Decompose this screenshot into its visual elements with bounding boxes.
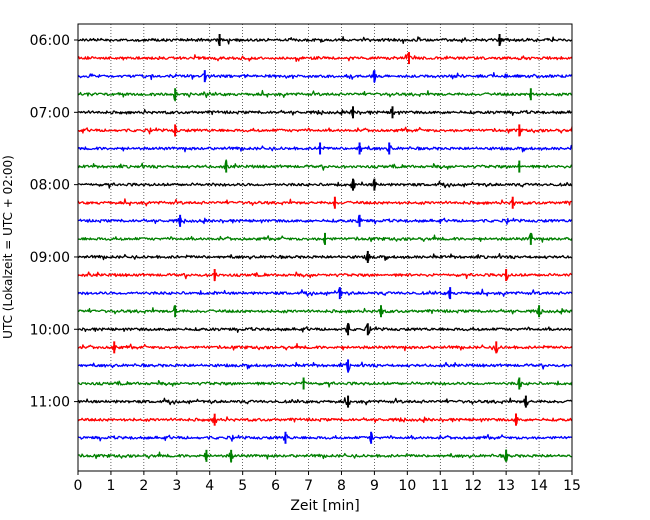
x-tick-label: 5 — [238, 478, 247, 494]
y-tick-label: 07:00 — [30, 105, 70, 121]
y-tick-label: 08:00 — [30, 178, 70, 194]
plot-frame — [77, 23, 573, 472]
y-axis-ticks: 06:00 07:00 08:00 09:00 10:00 11:00 — [30, 33, 78, 411]
trace-group — [77, 34, 573, 463]
seismic-trace — [77, 397, 573, 407]
seismic-trace — [77, 379, 573, 390]
x-tick-label: 14 — [530, 478, 548, 494]
seismic-trace — [77, 342, 573, 353]
x-axis-label: Zeit [min] — [290, 498, 359, 514]
x-tick-label: 6 — [271, 478, 280, 494]
x-tick-label: 10 — [398, 478, 416, 494]
x-tick-label: 0 — [74, 478, 83, 494]
y-tick-label: 10:00 — [30, 322, 70, 338]
y-tick-label: 06:00 — [30, 33, 70, 49]
seismic-trace — [77, 215, 572, 227]
x-tick-label: 13 — [497, 478, 515, 494]
x-tick-label: 15 — [563, 478, 581, 494]
x-tick-label: 2 — [139, 478, 148, 494]
seismic-trace — [77, 108, 573, 118]
seismic-trace — [77, 159, 573, 171]
seismic-trace — [77, 52, 573, 63]
seismic-trace — [77, 126, 573, 137]
x-tick-label: 1 — [106, 478, 115, 494]
seismic-trace — [77, 433, 573, 442]
seismic-trace — [77, 70, 573, 83]
seismic-trace — [77, 179, 573, 190]
seismic-trace — [77, 449, 573, 463]
y-tick-label: 11:00 — [30, 395, 70, 411]
x-tick-label: 11 — [431, 478, 449, 494]
seismic-trace — [77, 197, 573, 207]
vertical-grid — [110, 24, 540, 471]
seismic-trace — [77, 269, 573, 282]
x-tick-label: 9 — [370, 478, 379, 494]
x-axis-ticks: 0 1 2 3 4 5 6 7 8 9 10 11 12 13 14 15 — [74, 471, 581, 494]
seismic-trace — [77, 144, 573, 154]
y-axis-label: UTC (Lokalzeit = UTC + 02:00) — [1, 155, 15, 339]
y-tick-label: 09:00 — [30, 250, 70, 266]
seismic-trace — [77, 287, 573, 299]
seismic-trace — [77, 413, 573, 425]
seismic-trace — [77, 322, 573, 335]
x-tick-label: 4 — [205, 478, 214, 494]
seismic-trace — [78, 253, 573, 261]
x-tick-label: 7 — [304, 478, 313, 494]
seismic-trace — [78, 305, 573, 315]
seismic-trace — [77, 89, 573, 102]
seismic-trace — [77, 34, 573, 45]
seismic-trace — [77, 361, 573, 373]
x-tick-label: 8 — [337, 478, 346, 494]
x-tick-label: 12 — [464, 478, 482, 494]
x-tick-label: 3 — [172, 478, 181, 494]
